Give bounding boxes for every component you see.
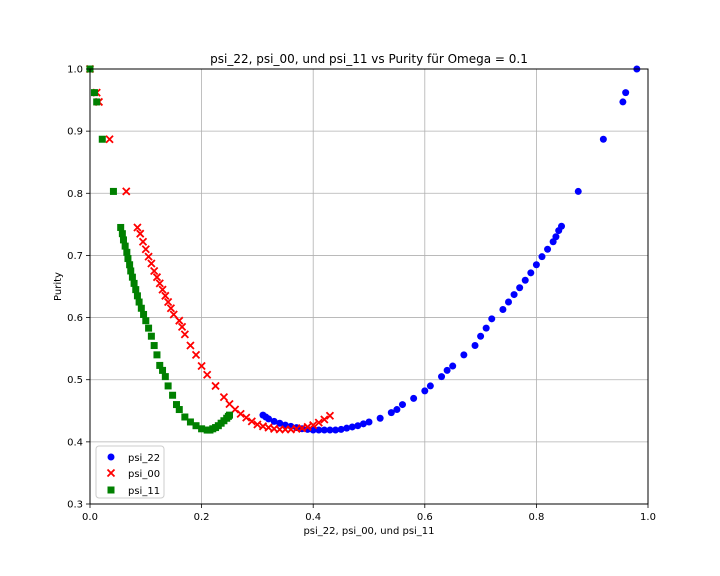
data-point — [600, 136, 607, 143]
x-tick-label: 0.0 — [82, 512, 98, 523]
data-point — [162, 373, 169, 380]
data-point — [132, 286, 139, 293]
data-point — [505, 299, 512, 306]
data-point — [488, 315, 495, 322]
data-point — [122, 243, 129, 250]
data-point — [110, 188, 117, 195]
data-point — [366, 418, 373, 425]
legend: psi_22 psi_00 psi_11 — [96, 446, 164, 498]
y-tick-label: 0.8 — [67, 189, 83, 200]
data-point — [472, 342, 479, 349]
data-point — [410, 395, 417, 402]
y-tick-label: 0.9 — [67, 127, 83, 138]
data-point — [169, 392, 176, 399]
data-point — [99, 136, 106, 143]
data-point — [145, 325, 152, 332]
data-point — [421, 387, 428, 394]
y-tick-label: 0.5 — [67, 375, 83, 386]
data-point — [119, 230, 126, 237]
data-point — [516, 284, 523, 291]
data-point — [483, 325, 490, 332]
y-tick-label: 0.3 — [67, 500, 83, 511]
chart-title: psi_22, psi_00, und psi_11 vs Purity für… — [210, 52, 528, 66]
data-point — [533, 261, 540, 268]
x-tick-label: 1.0 — [640, 512, 656, 523]
data-point — [134, 292, 141, 299]
data-point — [165, 382, 172, 389]
data-point — [153, 351, 160, 358]
data-point — [136, 299, 143, 306]
data-point — [527, 269, 534, 276]
x-tick-label: 0.8 — [528, 512, 544, 523]
legend-marker-psi-11 — [108, 487, 115, 494]
x-tick-label: 0.6 — [417, 512, 433, 523]
y-tick-label: 0.4 — [67, 437, 83, 448]
legend-label-psi-00: psi_00 — [128, 469, 160, 480]
data-point — [575, 188, 582, 195]
data-point — [124, 255, 131, 262]
data-point — [151, 342, 158, 349]
legend-label-psi-22: psi_22 — [128, 453, 160, 464]
data-point — [544, 246, 551, 253]
data-point — [449, 363, 456, 370]
data-point — [522, 277, 529, 284]
data-point — [93, 98, 100, 105]
data-point — [538, 253, 545, 260]
data-point — [148, 333, 155, 340]
x-tick-label: 0.2 — [194, 512, 210, 523]
data-point — [117, 224, 124, 231]
data-point — [159, 367, 166, 374]
data-point — [377, 415, 384, 422]
data-point — [140, 311, 147, 318]
data-point — [126, 261, 133, 268]
data-point — [176, 406, 183, 413]
data-point — [123, 249, 130, 256]
data-point — [460, 351, 467, 358]
y-tick-label: 1.0 — [67, 65, 83, 76]
data-point — [552, 233, 559, 240]
data-point — [138, 305, 145, 312]
data-point — [438, 373, 445, 380]
y-tick-label: 0.6 — [67, 313, 83, 324]
data-point — [91, 89, 98, 96]
data-point — [120, 236, 127, 243]
data-point — [558, 223, 565, 230]
data-point — [622, 89, 629, 96]
x-axis-label: psi_22, psi_00, und psi_11 — [303, 526, 434, 537]
y-tick-label: 0.7 — [67, 251, 83, 262]
data-point — [127, 267, 134, 274]
x-tick-label: 0.4 — [305, 512, 321, 523]
data-point — [477, 333, 484, 340]
legend-marker-psi-22 — [108, 454, 115, 461]
data-point — [393, 406, 400, 413]
data-point — [131, 280, 138, 287]
data-point — [399, 401, 406, 408]
data-point — [619, 98, 626, 105]
y-axis-label: Purity — [53, 272, 64, 301]
data-point — [142, 317, 149, 324]
data-point — [427, 382, 434, 389]
data-point — [226, 412, 233, 419]
data-point — [499, 306, 506, 313]
data-point — [129, 274, 136, 281]
legend-label-psi-11: psi_11 — [128, 486, 160, 497]
data-point — [444, 367, 451, 374]
data-point — [511, 291, 518, 298]
